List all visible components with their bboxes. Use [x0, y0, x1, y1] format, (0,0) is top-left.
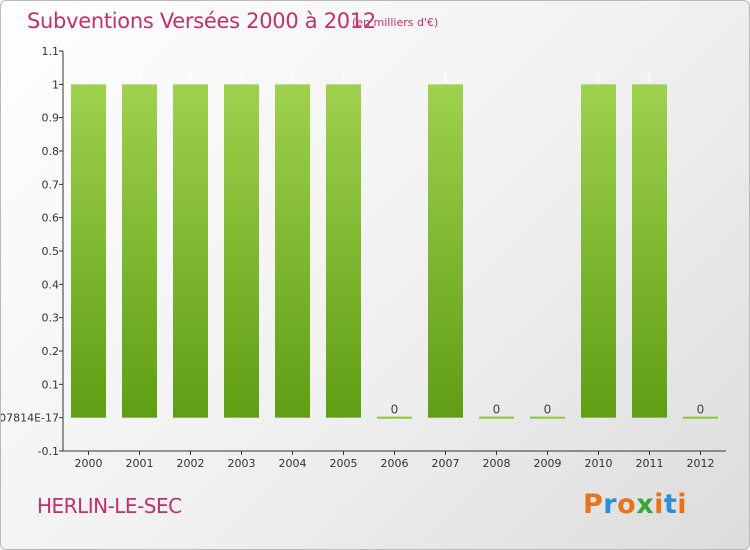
data-label-2002: 1 [187, 70, 195, 84]
bar-2007[interactable] [428, 84, 463, 418]
bar-2005[interactable] [326, 84, 361, 418]
y-tick-label: 1 [52, 78, 59, 91]
data-label-2001: 1 [136, 70, 144, 84]
x-tick-label: 2008 [483, 457, 511, 470]
bar-2012[interactable] [683, 416, 718, 419]
y-tick-label: 0.7 [42, 178, 60, 191]
x-tick-label: 2010 [585, 457, 613, 470]
data-label-2003: 1 [238, 70, 246, 84]
y-tick-label: 0.6 [42, 212, 60, 225]
data-label-2006: 0 [391, 403, 399, 417]
bar-2000[interactable] [71, 84, 106, 418]
chart-unit-label: (en milliers d'€) [352, 16, 439, 29]
bars [71, 84, 718, 419]
data-label-2005: 1 [340, 70, 348, 84]
bar-2004[interactable] [275, 84, 310, 418]
bar-2010[interactable] [581, 84, 616, 418]
x-tick-label: 2000 [75, 457, 103, 470]
logo-letter: t [663, 489, 678, 520]
data-labels: 1 1 1 1 1 1 0 1 0 0 1 1 0 [85, 70, 705, 416]
data-label-2010: 1 [595, 70, 603, 84]
bar-2003[interactable] [224, 84, 259, 418]
data-label-2012: 0 [697, 403, 705, 417]
data-label-2008: 0 [493, 403, 501, 417]
x-tick-label: 2001 [126, 457, 154, 470]
y-tick-label: 0.8 [42, 145, 60, 158]
logo-letter: P [583, 489, 604, 520]
chart-title: Subventions Versées 2000 à 2012 [27, 9, 376, 33]
logo-letter: r [603, 489, 618, 520]
x-tick-label: 2002 [177, 457, 205, 470]
data-label-2004: 1 [289, 70, 297, 84]
y-tick-label: 1.1 [42, 45, 60, 58]
x-tick-label: 2003 [228, 457, 256, 470]
bar-2002[interactable] [173, 84, 208, 418]
bar-2006[interactable] [377, 416, 412, 419]
data-label-2009: 0 [544, 403, 552, 417]
y-tick-label: 0.1 [42, 378, 60, 391]
x-tick-label: 2007 [432, 457, 460, 470]
x-tick-label: 2005 [330, 457, 358, 470]
proxiti-logo[interactable]: Proxiti [583, 489, 687, 520]
data-label-2000: 1 [85, 70, 93, 84]
bar-2001[interactable] [122, 84, 157, 418]
bar-2011[interactable] [632, 84, 667, 418]
y-tick-label: 0.5 [42, 245, 60, 258]
y-tick-label: 0.9 [42, 112, 60, 125]
y-tick-label: 0.3 [42, 312, 60, 325]
x-tick-label: 2004 [279, 457, 307, 470]
x-tick-label: 2009 [534, 457, 562, 470]
logo-letter: x [636, 489, 655, 520]
data-label-2007: 1 [442, 70, 450, 84]
y-tick-label: 0.2 [42, 345, 60, 358]
bar-2008[interactable] [479, 416, 514, 419]
x-tick-label: 2006 [381, 457, 409, 470]
axes: -0.1 2.7755575615607814E-17 0.1 0.2 0.3 0.4 0.… [1, 45, 726, 470]
y-tick-label: -0.1 [38, 445, 59, 458]
x-tick-label: 2011 [636, 457, 664, 470]
commune-name: HERLIN-LE-SEC [37, 494, 182, 518]
logo-letter: i [654, 489, 664, 520]
bar-2009[interactable] [530, 416, 565, 419]
y-tick-label: 2.7755575615607814E-17 [1, 412, 59, 425]
y-tick-label: 0.4 [42, 278, 60, 291]
logo-letter: o [617, 489, 637, 520]
logo-letter: i [677, 489, 688, 520]
x-tick-label: 2012 [687, 457, 715, 470]
data-label-2011: 1 [646, 70, 654, 84]
